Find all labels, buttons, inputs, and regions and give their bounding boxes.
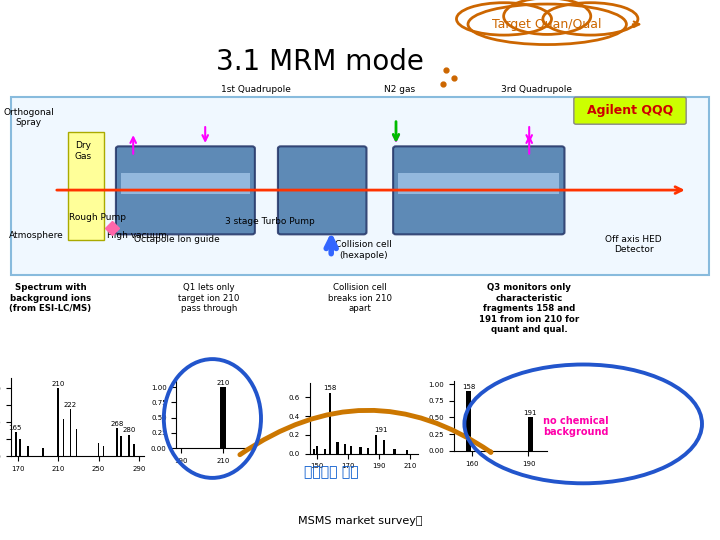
Text: N2 gas: N2 gas xyxy=(384,85,415,94)
Text: 1st Quadrupole: 1st Quadrupole xyxy=(220,85,291,94)
Text: High vacuum: High vacuum xyxy=(107,231,167,240)
FancyBboxPatch shape xyxy=(121,173,250,194)
Text: Q1 lets only
target ion 210
pass through: Q1 lets only target ion 210 pass through xyxy=(178,284,240,313)
Text: Atmosphere: Atmosphere xyxy=(9,231,63,240)
FancyBboxPatch shape xyxy=(278,146,366,234)
Text: 3 stage Turbo Pump: 3 stage Turbo Pump xyxy=(225,217,315,226)
Text: Dry
Gas: Dry Gas xyxy=(74,141,91,161)
Text: Octapole Ion guide: Octapole Ion guide xyxy=(133,235,220,244)
FancyBboxPatch shape xyxy=(116,146,255,234)
Text: MSMS market survey용: MSMS market survey용 xyxy=(298,516,422,526)
Text: Agilent QQQ: Agilent QQQ xyxy=(587,104,673,117)
FancyBboxPatch shape xyxy=(574,97,686,124)
FancyBboxPatch shape xyxy=(398,173,559,194)
Text: Off axis HED
Detector: Off axis HED Detector xyxy=(606,235,662,254)
FancyBboxPatch shape xyxy=(68,132,104,240)
Text: no chemical
background: no chemical background xyxy=(543,416,609,437)
FancyArrowPatch shape xyxy=(240,410,491,455)
Text: Rough Pump: Rough Pump xyxy=(68,213,126,222)
Text: Orthogonal
Spray: Orthogonal Spray xyxy=(4,108,54,127)
Text: Collision cell
(hexapole): Collision cell (hexapole) xyxy=(336,240,392,260)
Text: Spectrum with
background ions
(from ESI-LC/MS): Spectrum with background ions (from ESI-… xyxy=(9,284,91,313)
Text: 3rd Quadrupole: 3rd Quadrupole xyxy=(501,85,572,94)
Text: 요가적인 정성: 요가적인 정성 xyxy=(304,465,359,480)
Text: 3.1 MRM mode: 3.1 MRM mode xyxy=(216,48,424,76)
FancyBboxPatch shape xyxy=(393,146,564,234)
Text: Q3 monitors only
characteristic
fragments 158 and
191 from ion 210 for
quant and: Q3 monitors only characteristic fragment… xyxy=(479,284,580,334)
Text: Collision cell
breaks ion 210
apart: Collision cell breaks ion 210 apart xyxy=(328,284,392,313)
Text: Target Quan/Qual: Target Quan/Qual xyxy=(492,18,602,31)
FancyBboxPatch shape xyxy=(11,97,709,275)
